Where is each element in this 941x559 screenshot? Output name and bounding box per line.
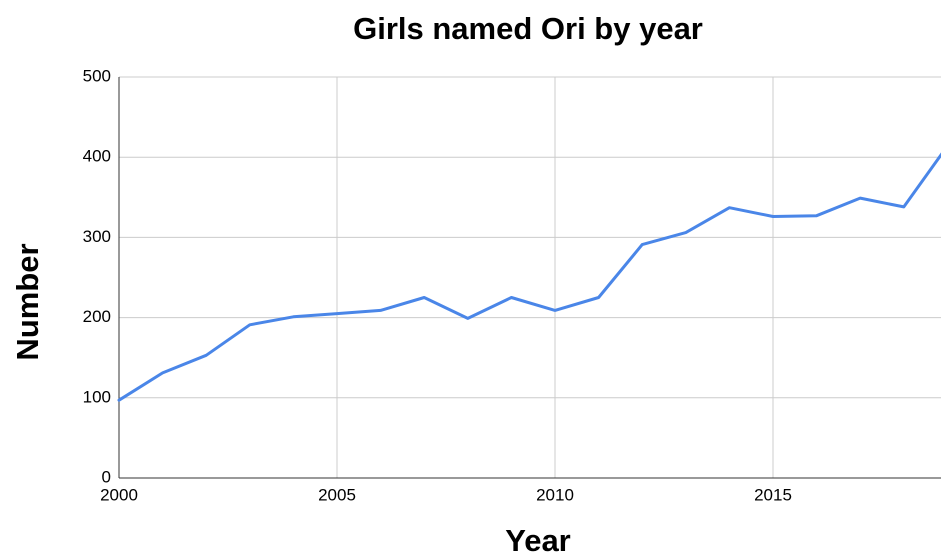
data-point [466,316,470,320]
data-point [902,205,906,209]
data-point [509,296,513,300]
data-point [248,323,252,327]
data-point [117,398,121,402]
x-axis-title: Year [505,523,571,558]
y-tick-label: 400 [83,147,111,166]
tick-labels: 0 100 200 300 400 500 2000 2005 2010 2015 [83,66,792,504]
data-point [161,371,165,375]
y-tick-label: 200 [83,307,111,326]
data-point [771,215,775,219]
data-point [640,243,644,247]
data-point [858,196,862,200]
gridlines [119,76,941,478]
chart-title: Girls named Ori by year [353,11,703,46]
data-point [379,308,383,312]
y-axis-title: Number [10,243,45,360]
data-point [684,231,688,235]
x-tick-label: 2015 [754,485,792,504]
data-point [727,206,731,210]
series-layer [117,152,941,402]
series-line [117,152,941,402]
y-tick-label: 0 [102,467,111,486]
x-tick-label: 2010 [536,485,574,504]
data-point [815,214,819,218]
data-point [204,353,208,357]
y-tick-label: 500 [83,66,111,85]
y-tick-label: 100 [83,387,111,406]
x-tick-label: 2005 [318,485,356,504]
data-point [553,308,557,312]
data-point [335,312,339,316]
x-tick-label: 2000 [100,485,138,504]
axes [118,77,941,479]
data-point [422,296,426,300]
y-tick-label: 300 [83,227,111,246]
data-point [597,296,601,300]
data-point [291,315,295,319]
